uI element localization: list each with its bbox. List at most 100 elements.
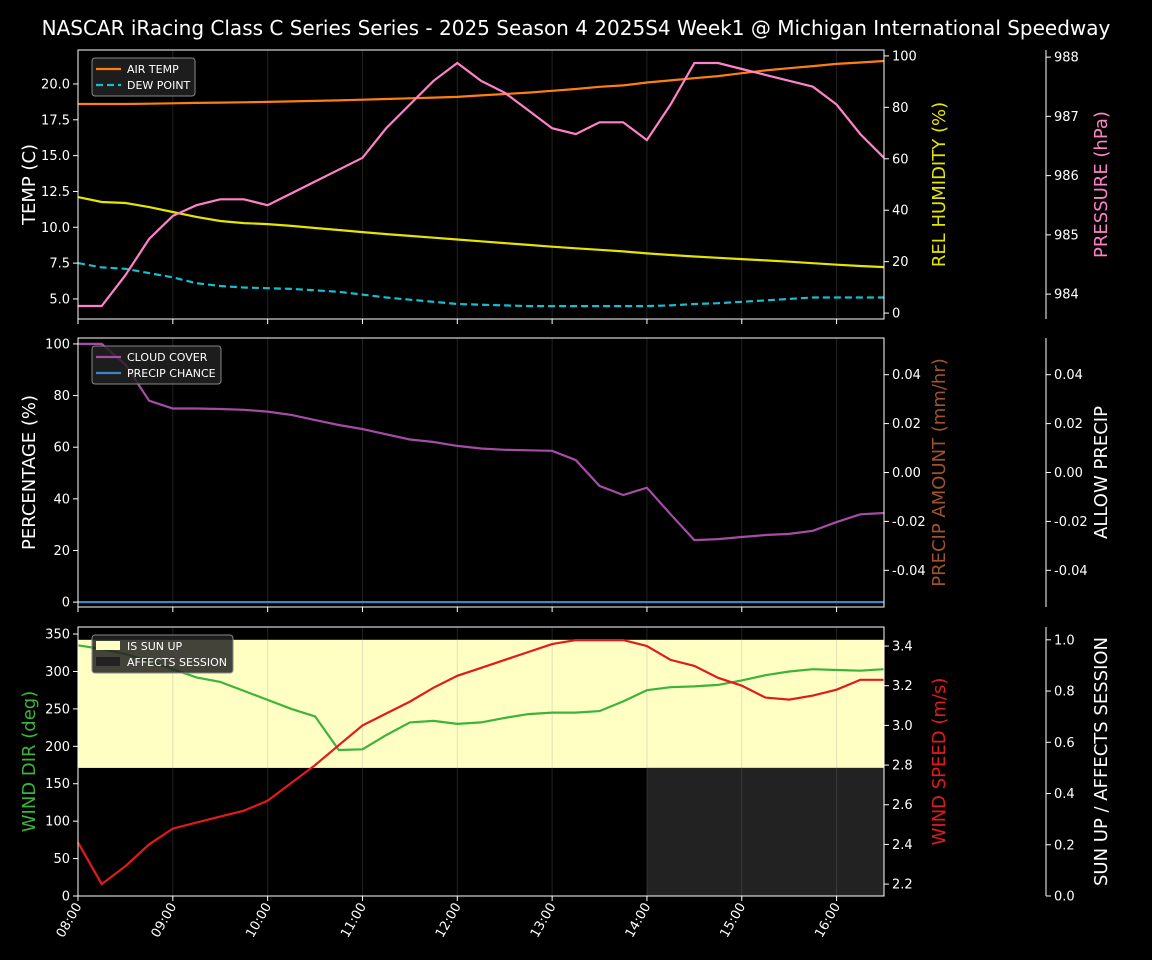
axis-label-y2label: PRECIP AMOUNT (mm/hr) bbox=[929, 358, 950, 587]
tick-label: 0 bbox=[892, 307, 900, 322]
tick-label: 3.0 bbox=[892, 719, 913, 734]
tick-label: 5.0 bbox=[49, 292, 70, 307]
x-tick-label: 09:00 bbox=[149, 901, 181, 941]
tick-label: 80 bbox=[892, 101, 909, 116]
axis-label-y3label: ALLOW PRECIP bbox=[1091, 406, 1112, 539]
tick-label: 0.02 bbox=[892, 417, 921, 432]
tick-label: 987 bbox=[1054, 110, 1079, 125]
legend-swatch bbox=[96, 657, 120, 666]
tick-label: 150 bbox=[45, 777, 70, 792]
series-line-y2-2 bbox=[77, 196, 885, 269]
tick-label: 0.4 bbox=[1054, 787, 1075, 802]
tick-label: 0.00 bbox=[1054, 466, 1083, 481]
axis-label-ylabel: TEMP (C) bbox=[19, 144, 40, 226]
x-tick-label: 15:00 bbox=[718, 901, 750, 941]
panel-top: 5.0 7.5 10.0 12.5 15.0 17.5 20.0 0 20 40 60 80 100 98… bbox=[19, 49, 1112, 321]
legend-label: IS SUN UP bbox=[127, 640, 183, 653]
tick-label: 20.0 bbox=[41, 77, 70, 92]
tick-label: 3.4 bbox=[892, 640, 913, 655]
axis-label-y2label: REL HUMIDITY (%) bbox=[929, 102, 950, 267]
series-line-air-temp bbox=[78, 59, 885, 106]
series-line-y2-1 bbox=[77, 638, 884, 886]
tick-label: 0.8 bbox=[1054, 685, 1075, 700]
tick-label: 0.00 bbox=[892, 466, 921, 481]
tick-label: 100 bbox=[892, 49, 917, 64]
legend: AIR TEMP DEW POINT bbox=[91, 57, 196, 97]
series-line-y-0 bbox=[77, 644, 885, 752]
legend-box bbox=[91, 57, 196, 97]
series-line-dew-point bbox=[77, 262, 884, 308]
tick-label: 20 bbox=[892, 255, 909, 270]
tick-label: -0.04 bbox=[892, 564, 926, 579]
series-line-y3-3 bbox=[78, 61, 885, 308]
tick-label: 984 bbox=[1054, 288, 1079, 303]
tick-label: 0.6 bbox=[1054, 736, 1075, 751]
tick-label: 0.02 bbox=[1054, 417, 1083, 432]
tick-label: 2.8 bbox=[892, 759, 913, 774]
tick-label: 2.4 bbox=[892, 838, 913, 853]
x-tick-label: 14:00 bbox=[623, 901, 655, 941]
x-tick-label: 10:00 bbox=[243, 901, 275, 941]
tick-label: -0.04 bbox=[1054, 564, 1088, 579]
tick-label: 2.2 bbox=[892, 878, 913, 893]
chart-title: NASCAR iRacing Class C Series Series - 2… bbox=[42, 16, 1111, 40]
tick-label: 40 bbox=[892, 204, 909, 219]
tick-label: 0 bbox=[62, 596, 70, 611]
tick-label: 0 bbox=[62, 890, 70, 905]
legend-label: PRECIP CHANCE bbox=[127, 367, 216, 380]
tick-label: 12.5 bbox=[41, 185, 70, 200]
tick-label: 250 bbox=[45, 702, 70, 717]
tick-label: 20 bbox=[53, 544, 70, 559]
tick-label: 986 bbox=[1054, 169, 1079, 184]
legend: CLOUD COVER PRECIP CHANCE bbox=[91, 345, 222, 385]
x-tick-label: 16:00 bbox=[812, 901, 844, 941]
band-affects-session bbox=[646, 767, 884, 896]
legend: IS SUN UP AFFECTS SESSION bbox=[91, 634, 234, 674]
tick-label: 7.5 bbox=[49, 257, 70, 272]
tick-label: 985 bbox=[1054, 228, 1079, 243]
tick-label: 300 bbox=[45, 665, 70, 680]
axis-label-ylabel: PERCENTAGE (%) bbox=[19, 395, 40, 550]
plot-frame bbox=[77, 49, 885, 320]
panel-bottom: 0 50 100 150 200 250 300 350 2.2 2.4 2.6 2.8 3.0 3.2 3… bbox=[19, 626, 1112, 905]
tick-label: 15.0 bbox=[41, 149, 70, 164]
tick-label: 10.0 bbox=[41, 221, 70, 236]
x-tick-label: 12:00 bbox=[433, 901, 465, 941]
x-tick-label: 08:00 bbox=[54, 901, 86, 941]
tick-label: 2.6 bbox=[892, 798, 913, 813]
legend-box bbox=[91, 634, 234, 674]
legend-label: DEW POINT bbox=[127, 79, 191, 92]
legend-swatch bbox=[96, 641, 120, 650]
tick-label: 60 bbox=[892, 152, 909, 167]
panel-middle: 0 20 40 60 80 100 -0.04 -0.02 0.00 0.02 0.04 -0.04 -… bbox=[19, 337, 1112, 610]
tick-label: 988 bbox=[1054, 51, 1079, 66]
tick-label: 100 bbox=[45, 337, 70, 352]
tick-label: 1.0 bbox=[1054, 633, 1075, 648]
series-line-cloud-cover bbox=[78, 342, 885, 542]
tick-label: 17.5 bbox=[41, 113, 70, 128]
x-tick-label: 13:00 bbox=[528, 901, 560, 941]
legend-label: CLOUD COVER bbox=[127, 351, 208, 364]
legend-label: AIR TEMP bbox=[127, 63, 179, 76]
tick-label: 100 bbox=[45, 815, 70, 830]
tick-label: 0.04 bbox=[892, 368, 921, 383]
legend-box bbox=[91, 345, 222, 385]
axis-label-y3label: PRESSURE (hPa) bbox=[1091, 111, 1112, 258]
tick-label: 0.2 bbox=[1054, 838, 1075, 853]
axis-label-ylabel: WIND DIR (deg) bbox=[19, 691, 40, 833]
tick-label: -0.02 bbox=[892, 515, 926, 530]
tick-label: -0.02 bbox=[1054, 515, 1088, 530]
tick-label: 350 bbox=[45, 628, 70, 643]
tick-label: 0.04 bbox=[1054, 368, 1083, 383]
tick-label: 3.2 bbox=[892, 679, 913, 694]
tick-label: 200 bbox=[45, 740, 70, 755]
tick-label: 60 bbox=[53, 441, 70, 456]
axis-label-y3label: SUN UP / AFFECTS SESSION bbox=[1091, 637, 1112, 886]
axis-label-y2label: WIND SPEED (m/s) bbox=[929, 678, 950, 846]
tick-label: 50 bbox=[53, 852, 70, 867]
plot-frame bbox=[77, 626, 885, 897]
legend-label: AFFECTS SESSION bbox=[127, 656, 227, 669]
tick-label: 80 bbox=[53, 389, 70, 404]
tick-label: 40 bbox=[53, 492, 70, 507]
